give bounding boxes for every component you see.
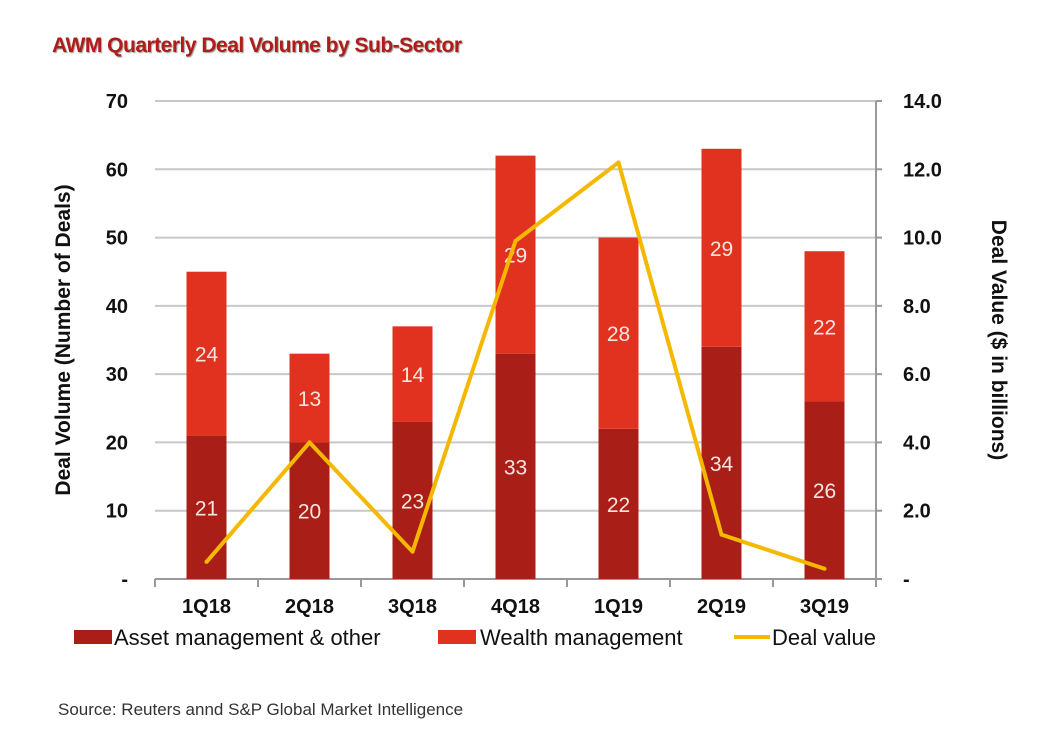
bar-asset-management [186,435,227,579]
x-tick-label: 1Q18 [182,596,231,618]
y-tick-label: 60 [106,159,128,181]
deal-value-point [513,238,518,243]
y-tick-label: 30 [106,364,128,386]
data-label-wealth: 28 [607,323,630,346]
data-label-wealth: 13 [298,388,321,411]
y2-axis-title: Deal Value ($ in billions) [987,220,1010,460]
y-tick-label: 40 [106,296,128,318]
y2-tick-label: 14.0 [903,91,942,113]
bar-wealth-management [495,155,536,354]
deal-value-point [616,160,621,165]
deal-value-point [204,559,209,564]
y2-tick-label: 6.0 [903,364,931,386]
data-label-asset: 23 [401,490,424,513]
data-label-asset: 33 [504,456,527,479]
data-label-wealth: 29 [710,238,733,261]
bar-wealth-management [804,251,845,402]
data-label-wealth: 14 [401,364,425,387]
legend-swatch-asset [74,630,112,644]
y2-tick-label: 8.0 [903,296,931,318]
y2-tick-label: - [903,569,910,591]
legend-label-asset: Asset management & other [114,625,381,650]
legend-label-wealth: Wealth management [480,625,683,650]
y2-tick-label: 2.0 [903,501,931,523]
y2-tick-label: 10.0 [903,228,942,250]
y-tick-label: 70 [106,91,128,113]
deal-value-point [410,549,415,554]
bar-asset-management [495,353,536,579]
x-tick-label: 1Q19 [594,596,643,618]
data-label-asset: 34 [710,453,734,476]
source-note: Source: Reuters annd S&P Global Market I… [58,700,464,719]
data-label-asset: 21 [195,497,218,520]
deal-value-point [307,440,312,445]
bar-wealth-management [392,326,433,422]
deal-value-point [822,566,827,571]
legend-swatch-wealth [438,630,476,644]
y2-tick-label: 4.0 [903,432,931,454]
data-label-asset: 26 [813,480,836,503]
bar-wealth-management [598,237,639,429]
bar-asset-management [804,401,845,579]
data-label-asset: 20 [298,501,321,524]
bar-wealth-management [186,271,227,436]
x-tick-label: 2Q18 [285,596,334,618]
y-tick-label: 10 [106,501,128,523]
bar-asset-management [289,442,330,579]
y2-tick-label: 12.0 [903,159,942,181]
legend-label-deal-value: Deal value [772,625,876,650]
x-tick-label: 4Q18 [491,596,540,618]
deal-value-point [719,532,724,537]
y-tick-label: 50 [106,228,128,250]
y-tick-label: 20 [106,432,128,454]
y-tick-label: - [121,569,128,591]
x-tick-label: 2Q19 [697,596,746,618]
data-label-wealth: 24 [195,344,219,367]
x-tick-label: 3Q18 [388,596,437,618]
x-tick-label: 3Q19 [800,596,849,618]
y-axis-title: Deal Volume (Number of Deals) [52,184,75,495]
bar-wealth-management [289,353,330,443]
bar-wealth-management [701,148,742,347]
data-label-asset: 22 [607,494,630,517]
bar-asset-management [598,428,639,579]
chart-title: AWM Quarterly Deal Volume by Sub-Sector [52,34,462,57]
data-label-wealth: 22 [813,316,836,339]
